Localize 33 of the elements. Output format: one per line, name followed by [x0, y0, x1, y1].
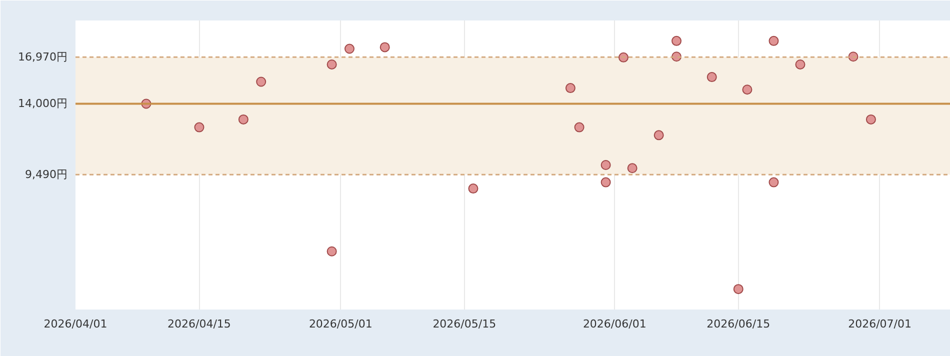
- point: [600, 160, 611, 170]
- point: [742, 84, 752, 95]
- point: [768, 36, 779, 46]
- point: [733, 284, 744, 294]
- point: [706, 72, 717, 82]
- x-tick-label: 2026/06/01: [582, 318, 646, 330]
- point: [256, 76, 266, 87]
- point: [795, 59, 806, 70]
- y-tick-label: 9,490円: [25, 168, 68, 182]
- x-tick-label: 2026/07/01: [848, 318, 912, 330]
- point: [600, 177, 611, 188]
- x-tick-label: 2026/05/15: [432, 318, 496, 330]
- y-tick-label: 16,970円: [18, 50, 68, 64]
- point: [574, 122, 584, 132]
- point: [627, 163, 638, 174]
- point: [344, 44, 354, 54]
- point: [380, 42, 390, 52]
- point: [468, 184, 478, 194]
- x-tick-label: 2026/04/15: [168, 318, 231, 330]
- point: [565, 83, 576, 94]
- point: [654, 130, 664, 140]
- y-tick-label: 14,000円: [18, 97, 68, 110]
- point: [326, 246, 337, 256]
- point: [672, 36, 682, 46]
- x-tick-label: 2026/06/15: [706, 318, 770, 330]
- x-tick-label: 2026/04/01: [44, 318, 108, 330]
- x-tick-label: 2026/05/01: [308, 318, 372, 330]
- point: [238, 114, 248, 124]
- point: [768, 177, 779, 188]
- point: [618, 52, 628, 62]
- point: [194, 122, 204, 132]
- point: [326, 59, 337, 70]
- point: [866, 114, 876, 124]
